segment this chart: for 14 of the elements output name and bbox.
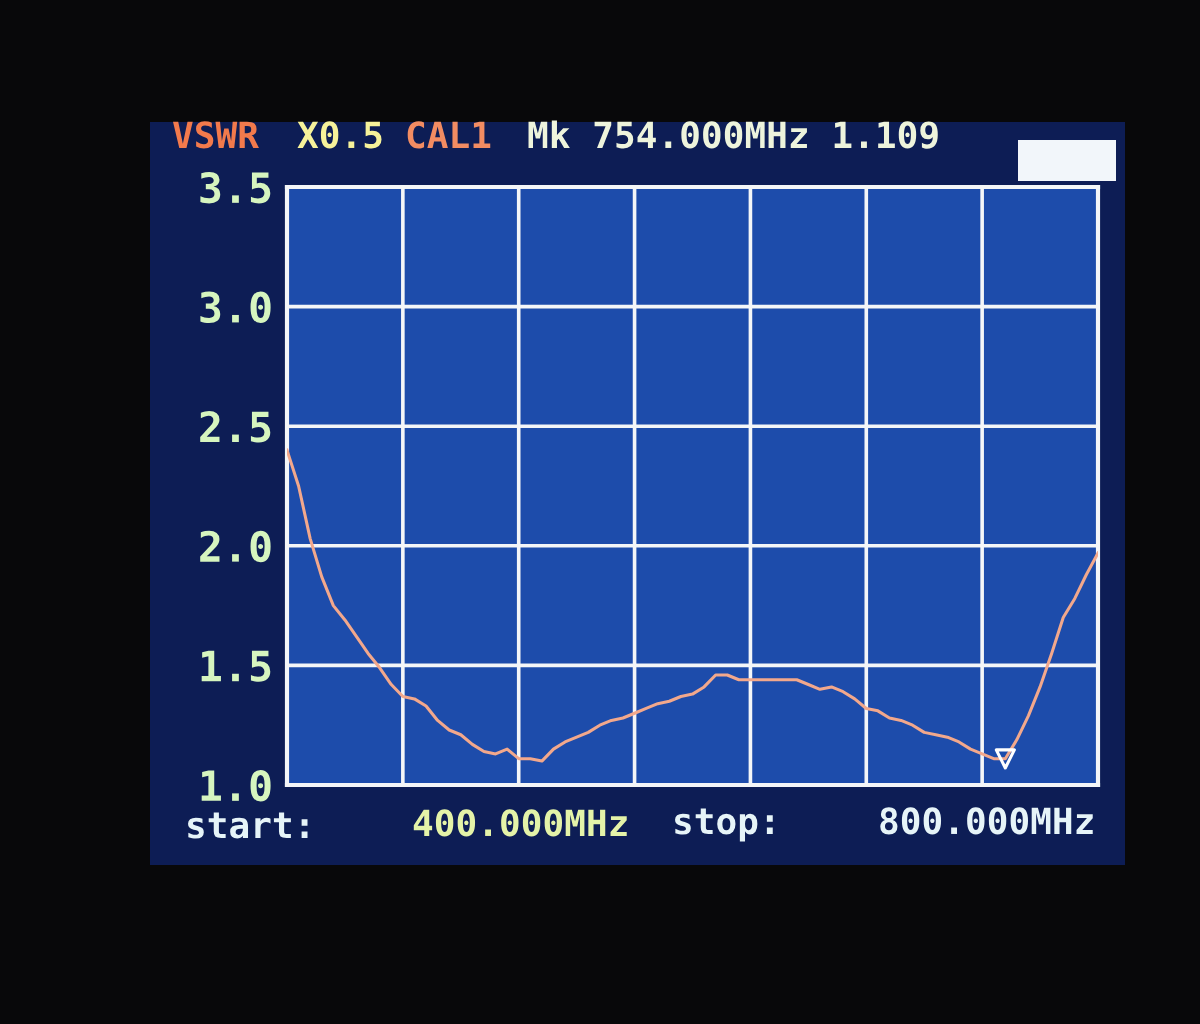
y-tick-label: 2.5 bbox=[200, 411, 271, 443]
y-tick-label: 1.5 bbox=[201, 650, 271, 682]
text: stop: bbox=[675, 808, 773, 842]
text: X0.5 bbox=[297, 121, 382, 149]
text: 800.000MHz bbox=[880, 807, 1093, 835]
text: start: bbox=[188, 812, 308, 839]
y-tick-label: 3.5 bbox=[200, 171, 271, 204]
y-tick-label: 3.0 bbox=[200, 291, 271, 324]
text: Mk 754.000MHz 1.109 bbox=[528, 120, 938, 149]
y-tick-label: 1.0 bbox=[201, 769, 271, 802]
text: 400.000MHz bbox=[413, 809, 627, 837]
text: CAL1 bbox=[407, 121, 491, 149]
y-axis-title: VSWR bbox=[173, 121, 259, 149]
y-tick-label: 2.0 bbox=[200, 530, 271, 563]
